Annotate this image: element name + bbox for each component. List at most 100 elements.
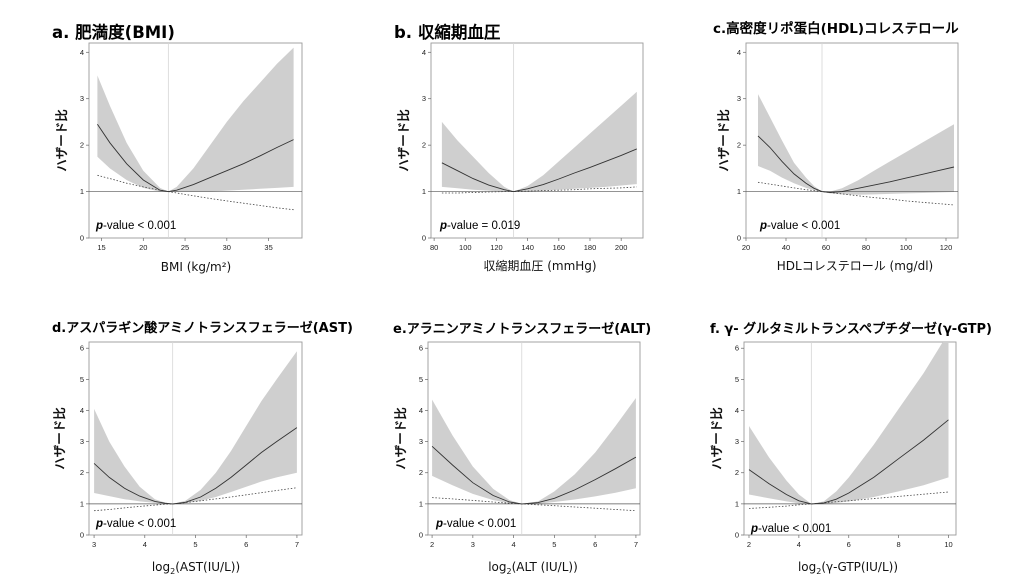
y-axis-label: ハザード比 bbox=[54, 109, 69, 172]
x-tick-label: 5 bbox=[193, 540, 197, 549]
x-axis-label-rest: (γ-GTP(IU/L)) bbox=[821, 560, 898, 574]
p-value-text: -value < 0.001 bbox=[103, 518, 176, 530]
y-tick-label: 3 bbox=[419, 437, 423, 446]
plot-area bbox=[431, 43, 643, 238]
y-tick-label: 4 bbox=[419, 406, 423, 415]
x-tick-label: 4 bbox=[143, 540, 147, 549]
x-tick-label: 2 bbox=[430, 540, 434, 549]
p-value-letter: p bbox=[439, 220, 447, 232]
x-tick-label: 120 bbox=[940, 243, 953, 252]
x-tick-label: 40 bbox=[782, 243, 790, 252]
p-value-text: -value = 0.019 bbox=[447, 220, 520, 232]
p-value-annotation: p-value < 0.001 bbox=[759, 220, 840, 232]
y-axis-label: ハザード比 bbox=[716, 109, 731, 172]
y-tick-label: 2 bbox=[80, 468, 84, 477]
p-value-letter: p bbox=[759, 220, 767, 232]
y-tick-label: 0 bbox=[737, 234, 741, 243]
y-axis-label: ハザード比 bbox=[709, 407, 724, 470]
hazard-ratio-line bbox=[748, 419, 949, 505]
y-tick-label: 4 bbox=[80, 406, 84, 415]
y-tick-label: 1 bbox=[80, 187, 84, 196]
y-tick-label: 0 bbox=[422, 234, 426, 243]
x-axis-label-base: 2 bbox=[816, 567, 821, 576]
x-axis-label-log: log bbox=[798, 560, 816, 574]
y-tick-label: 1 bbox=[80, 499, 84, 508]
hazard-ratio-line bbox=[431, 445, 637, 505]
dotted-line bbox=[441, 186, 637, 194]
x-tick-label: 180 bbox=[584, 243, 597, 252]
y-tick-label: 6 bbox=[735, 344, 739, 353]
x-tick-label: 35 bbox=[264, 243, 272, 252]
plot-area bbox=[428, 342, 640, 535]
dotted-line bbox=[757, 181, 955, 206]
p-value-annotation: p-value < 0.001 bbox=[95, 518, 176, 530]
y-tick-label: 6 bbox=[80, 344, 84, 353]
x-axis-label-rest: (ALT (IU/L)) bbox=[512, 560, 578, 574]
hazard-ratio-line bbox=[93, 427, 298, 505]
x-tick-label: 4 bbox=[512, 540, 516, 549]
plot-area bbox=[744, 342, 956, 535]
x-tick-label: 4 bbox=[797, 540, 801, 549]
x-tick-label: 160 bbox=[553, 243, 566, 252]
y-tick-label: 5 bbox=[419, 375, 423, 384]
plot-area bbox=[746, 43, 958, 238]
hazard-ratio-line bbox=[757, 135, 955, 193]
chart-panel-2: b. 収縮期血圧 0 1 2 3 4 80 100 120 140 160 180 200 ハザード比収縮… bbox=[394, 22, 644, 273]
plot-area bbox=[89, 43, 302, 238]
y-tick-label: 5 bbox=[80, 375, 84, 384]
x-tick-label: 3 bbox=[471, 540, 475, 549]
p-value-text: -value < 0.001 bbox=[767, 220, 840, 232]
confidence-band bbox=[441, 91, 637, 192]
chart-title: d.アスパラギン酸アミノトランスフェラーゼ(AST) bbox=[52, 320, 353, 336]
y-tick-label: 4 bbox=[422, 48, 426, 57]
x-tick-label: 100 bbox=[900, 243, 913, 252]
y-tick-label: 1 bbox=[735, 499, 739, 508]
x-axis-label: 収縮期血圧 (mmHg) bbox=[483, 258, 596, 273]
x-tick-label: 80 bbox=[430, 243, 438, 252]
x-tick-label: 80 bbox=[862, 243, 870, 252]
confidence-band bbox=[758, 94, 954, 195]
p-value-annotation: p-value = 0.019 bbox=[439, 220, 520, 232]
x-axis-label-base: 2 bbox=[507, 567, 512, 576]
x-tick-label: 25 bbox=[181, 243, 189, 252]
y-axis-label: ハザード比 bbox=[52, 407, 67, 470]
chart-panel-6: f. γ- グルタミルトランスペプチダーゼ(γ-GTP) 0 1 2 3 4 5 6 2 4 6 8 1… bbox=[709, 321, 992, 576]
y-tick-label: 0 bbox=[80, 234, 84, 243]
x-axis-label: HDLコレステロール (mg/dl) bbox=[777, 259, 933, 273]
x-tick-label: 2 bbox=[747, 540, 751, 549]
chart-panel-1: a. 肥満度(BMI) 0 1 2 3 4 15 20 25 30 35 ハザード比 BMI (kg/m… bbox=[52, 22, 303, 274]
x-tick-label: 20 bbox=[139, 243, 147, 252]
y-tick-label: 0 bbox=[80, 531, 84, 540]
y-tick-label: 1 bbox=[737, 187, 741, 196]
plot-area bbox=[89, 342, 302, 535]
hazard-ratio-line bbox=[97, 123, 294, 193]
confidence-band bbox=[432, 398, 636, 504]
y-tick-label: 4 bbox=[737, 48, 741, 57]
x-tick-label: 15 bbox=[97, 243, 105, 252]
y-tick-label: 0 bbox=[419, 531, 423, 540]
p-value-letter: p bbox=[95, 518, 103, 530]
x-tick-label: 6 bbox=[847, 540, 851, 549]
y-tick-label: 4 bbox=[735, 406, 739, 415]
x-axis-label-log: log bbox=[152, 560, 170, 574]
chart-title: e.アラニンアミノトランスフェラーゼ(ALT) bbox=[393, 321, 651, 337]
x-axis-label: log2(AST(IU/L)) bbox=[152, 560, 240, 576]
x-axis-label: log2(ALT (IU/L)) bbox=[488, 560, 578, 576]
dotted-line bbox=[432, 497, 636, 512]
chart-title: f. γ- グルタミルトランスペプチダーゼ(γ-GTP) bbox=[710, 321, 992, 337]
y-axis-label: ハザード比 bbox=[393, 407, 408, 470]
y-tick-label: 5 bbox=[735, 375, 739, 384]
p-value-letter: p bbox=[435, 518, 443, 530]
p-value-text: -value < 0.001 bbox=[443, 518, 516, 530]
chart-title: c.高密度リポ蛋白(HDL)コレステロール bbox=[713, 20, 959, 37]
y-tick-label: 4 bbox=[80, 48, 84, 57]
p-value-text: -value < 0.001 bbox=[758, 523, 831, 535]
y-tick-label: 1 bbox=[422, 187, 426, 196]
x-tick-label: 7 bbox=[634, 540, 638, 549]
p-value-letter: p bbox=[750, 523, 758, 535]
x-tick-label: 20 bbox=[742, 243, 750, 252]
x-axis-label-base: 2 bbox=[170, 567, 175, 576]
x-tick-label: 30 bbox=[223, 243, 231, 252]
